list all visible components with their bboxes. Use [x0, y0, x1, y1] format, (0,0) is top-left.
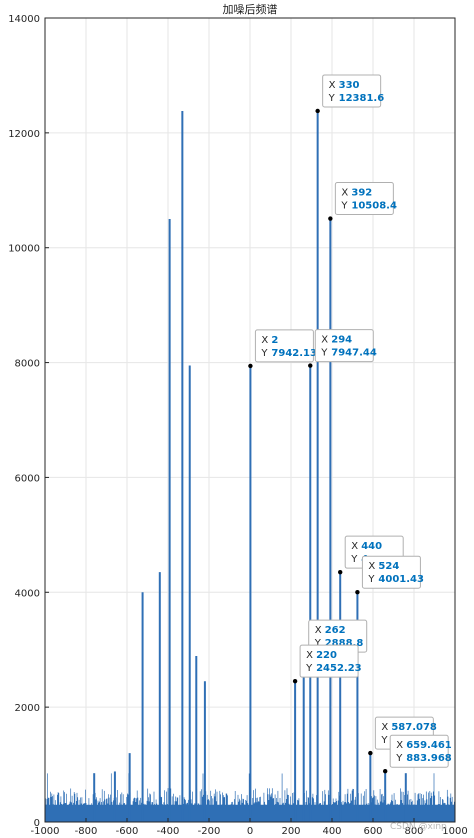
datatip[interactable]: X 2Y 7942.13 — [248, 329, 317, 369]
datatip-y-value: 2888.8 — [325, 638, 364, 649]
datatip-x-value: 587.078 — [391, 722, 437, 733]
datatip-y-key: Y — [328, 93, 336, 104]
datatip-x-key: X — [329, 80, 336, 91]
datatip-y-key: Y — [380, 735, 388, 746]
datatip-y-key: Y — [350, 554, 358, 565]
datatip-y-key: Y — [314, 638, 322, 649]
datatip-marker — [292, 678, 298, 684]
y-tick-label: 2000 — [15, 703, 40, 714]
datatip-marker — [328, 216, 333, 221]
x-tick-label: 200 — [281, 826, 300, 837]
watermark: CSDN @xinp — [390, 822, 447, 832]
datatip-y-key: Y — [320, 348, 328, 359]
x-tick-label: -800 — [75, 826, 98, 837]
datatip-marker — [382, 769, 388, 774]
datatip-x-key: X — [321, 335, 328, 346]
datatip-x-key: X — [368, 561, 375, 572]
x-tick-label: 1000 — [442, 826, 467, 837]
datatip-y-key: Y — [367, 574, 375, 585]
spectrum-lines — [45, 110, 456, 822]
chart-title: 加噪后频谱 — [223, 2, 278, 16]
x-tick-label: 0 — [247, 826, 253, 837]
x-tick-label: -400 — [157, 826, 180, 837]
y-tick-label: 0 — [34, 818, 40, 829]
y-tick-label: 14000 — [8, 14, 40, 25]
datatip-y-value: 12381.6 — [339, 93, 385, 104]
datatip-x-value: 524 — [378, 561, 399, 572]
datatip-y-value: 4001.43 — [378, 574, 424, 585]
y-tick-label: 6000 — [15, 473, 40, 484]
y-tick-label: 12000 — [8, 129, 40, 140]
datatip-x-value: 220 — [316, 650, 337, 661]
x-tick-label: -200 — [198, 826, 221, 837]
datatip-y-value: 10508.4 — [351, 201, 397, 212]
datatip-marker — [315, 108, 320, 114]
datatip-x-value: 659.461 — [406, 740, 452, 751]
datatip-x-value: 392 — [351, 188, 372, 199]
datatip-x-key: X — [381, 722, 388, 733]
datatip-y-key: Y — [260, 348, 268, 359]
x-tick-label: 600 — [363, 826, 382, 837]
datatip-y-value: 7947.44 — [331, 348, 377, 359]
datatip-y-key: Y — [305, 663, 313, 674]
x-tick-label: 800 — [404, 826, 423, 837]
datatip-box — [361, 555, 421, 589]
datatip-y-key: Y — [395, 753, 403, 764]
datatip-x-key: X — [341, 188, 348, 199]
datatip-x-value: 440 — [361, 541, 382, 552]
datatip-box — [254, 329, 314, 363]
datatip-x-key: X — [306, 650, 313, 661]
datatip-y-value: 883.968 — [406, 753, 452, 764]
datatip-box — [314, 329, 374, 363]
datatip-x-value: 330 — [339, 80, 360, 91]
datatip-y-value: 7942.13 — [271, 348, 317, 359]
y-tick-label: 10000 — [8, 244, 40, 255]
y-tick-label: 8000 — [15, 359, 40, 370]
datatip-x-value: 2 — [271, 335, 278, 346]
y-tick-label: 4000 — [15, 588, 40, 599]
datatip-y-value: 2452.23 — [316, 663, 362, 674]
datatip-x-key: X — [396, 740, 403, 751]
datatip-x-key: X — [351, 541, 358, 552]
datatip-marker — [308, 363, 313, 368]
x-tick-label: -1000 — [30, 826, 59, 837]
datatip-y-key: Y — [340, 201, 348, 212]
datatip-box — [299, 644, 359, 678]
x-tick-label: 400 — [322, 826, 341, 837]
x-tick-label: -600 — [116, 826, 139, 837]
datatip-x-key: X — [261, 335, 268, 346]
axis-ticks: -1000 -800 -600 -400 -200 0 200 400 600 800 100002… — [8, 14, 468, 837]
datatip-x-value: 262 — [325, 625, 346, 636]
datatip-marker — [248, 363, 253, 369]
datatip-marker — [355, 590, 360, 595]
datatip-x-value: 294 — [331, 335, 352, 346]
datatip-marker — [368, 750, 373, 756]
datatip-x-key: X — [315, 625, 322, 636]
datatip-box — [334, 182, 394, 216]
datatip-box — [389, 734, 449, 768]
datatip-box — [322, 74, 382, 108]
datatip-marker — [338, 569, 343, 575]
